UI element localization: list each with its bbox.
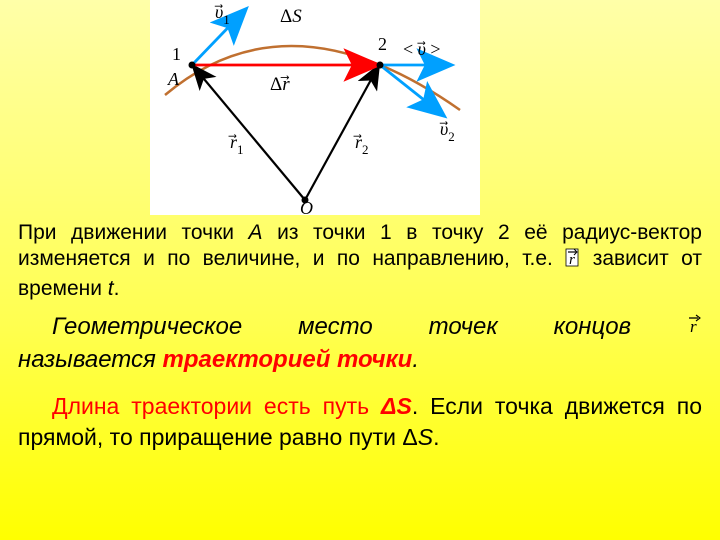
p2-text-c: . (412, 346, 419, 373)
label-1: 1 (172, 44, 181, 64)
p3-red: Длина траектории есть путь (52, 393, 381, 419)
p2-text-a: Геометрическое место точек концов (52, 313, 687, 340)
svg-text:r: r (690, 317, 697, 336)
label-2: 2 (378, 34, 387, 54)
vector-diagram: O 1 A 2 ΔS r⃗1 r⃗2 Δr⃗ υ⃗1 υ⃗2 < υ⃗ > (150, 0, 480, 215)
p1-text-a: При движении точки (18, 221, 249, 244)
label-v1: υ⃗1 (214, 2, 230, 27)
p2-red: траекторией точки (162, 346, 412, 373)
p2-text-b: называется (18, 346, 162, 373)
r-vector-inline-2: r (687, 313, 702, 345)
r-vector-inline-1: r (565, 246, 580, 275)
text-content: При движении точки А из точки 1 в точку … (18, 220, 702, 453)
p3-S: S (418, 424, 433, 450)
vector-v2 (380, 65, 443, 115)
label-A: A (167, 69, 180, 89)
label-v2: υ⃗2 (439, 119, 455, 144)
label-dS: ΔS (280, 6, 302, 27)
label-dr: Δr⃗ (270, 74, 290, 95)
paragraph-1: При движении точки А из точки 1 в точку … (18, 220, 702, 302)
paragraph-2: Геометрическое место точек концов r назы… (18, 312, 702, 375)
label-O: O (300, 198, 313, 215)
diagram-svg: O 1 A 2 ΔS r⃗1 r⃗2 Δr⃗ υ⃗1 υ⃗2 < υ⃗ > (150, 0, 480, 215)
label-vavg: < υ⃗ > (403, 39, 441, 59)
label-r2: r⃗2 (353, 132, 369, 157)
vector-r2 (305, 67, 378, 200)
paragraph-3: Длина траектории есть путь ΔS. Если точк… (18, 391, 702, 453)
p1-text-d: . (114, 277, 120, 300)
p3-text-b: . (433, 424, 439, 450)
p1-A: А (249, 221, 263, 244)
p3-dS: ΔS (381, 393, 412, 419)
point-1 (189, 62, 196, 69)
point-2 (377, 62, 384, 69)
label-r1: r⃗1 (228, 132, 244, 157)
